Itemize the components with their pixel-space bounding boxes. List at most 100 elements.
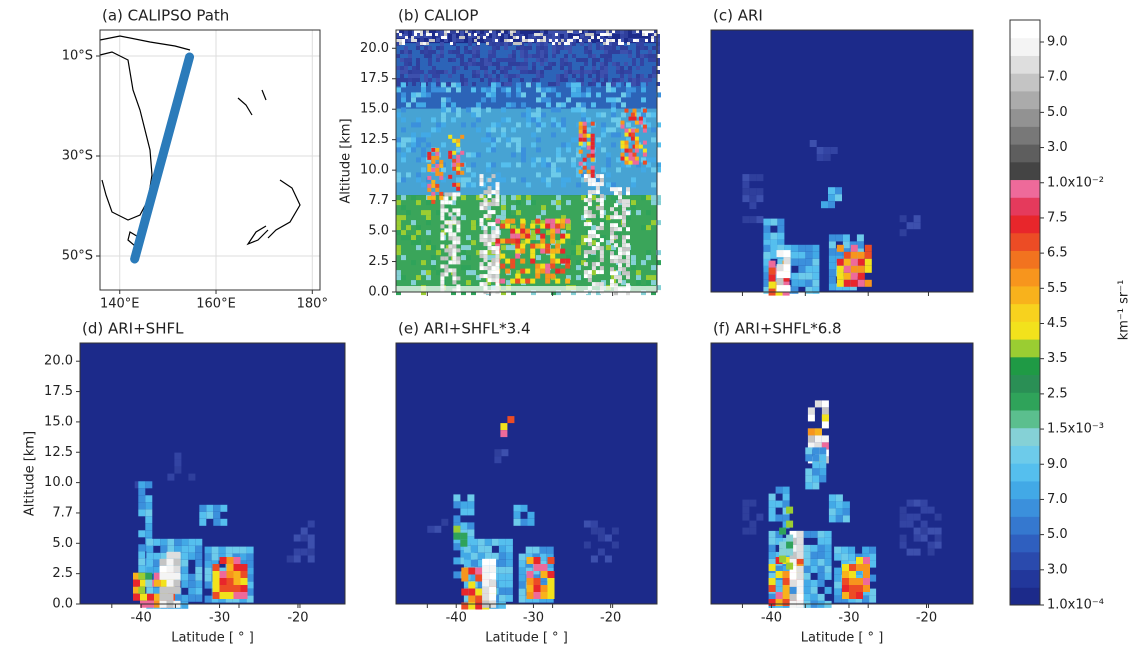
heat-cell [452,167,456,171]
heat-cell [818,580,825,587]
heat-cell [439,176,443,180]
heat-cell [521,177,526,182]
heat-cell [610,231,614,235]
heat-cell [769,545,776,552]
heat-cell [571,82,576,87]
heat-cell [540,234,545,239]
heat-cell [600,62,604,66]
heat-cell [401,82,406,87]
heat-cell [466,167,471,172]
heat-cell [530,224,535,229]
colorbar-segment [1010,481,1040,499]
heat-cell [421,92,426,97]
heat-cell [808,407,815,414]
heat-cell [484,254,488,258]
heat-cell [456,260,460,264]
heat-cell [584,270,588,274]
heat-cell [464,78,468,82]
heat-cell [441,112,446,117]
heat-cell [798,259,805,266]
heat-cell [572,70,576,74]
heat-cell [520,78,524,82]
heat-cell [829,508,836,515]
heat-cell [138,558,145,565]
heat-cell [600,226,604,230]
heat-cell [526,200,531,205]
heat-cell [521,102,526,107]
heat-cell [411,137,416,142]
heat-cell [769,282,776,289]
heat-cell [466,280,471,285]
heat-cell [769,564,776,571]
heat-cell [588,46,592,50]
heat-cell [770,245,777,252]
heat-cell [545,244,550,249]
heat-cell [174,552,181,559]
heat-cell [411,235,416,240]
heat-cell [535,274,540,279]
heat-cell [408,54,412,58]
heat-cell [420,42,423,45]
heat-cell [448,224,452,228]
heat-cell [583,134,587,138]
heat-cell [611,87,616,92]
heat-cell [420,50,424,54]
heat-cell [206,512,213,519]
heat-cell [631,182,636,187]
heat-cell [828,201,835,208]
heat-cell [636,66,640,70]
heat-cell [496,82,501,87]
heat-cell [496,270,500,274]
heat-cell [241,585,248,592]
heat-cell [480,206,484,210]
heat-cell [804,566,811,573]
heat-cell [776,487,783,494]
heat-cell [544,66,548,70]
heat-cell [441,82,446,87]
heat-cell [511,177,516,182]
heat-cell [435,188,439,192]
heat-cell [863,578,870,585]
heat-cell [213,512,220,519]
heat-cell [484,190,488,194]
heat-cell [540,58,544,62]
heat-cell [480,58,484,62]
heat-cell [486,167,491,172]
heat-cell [471,87,476,92]
heat-cell [496,177,501,182]
heat-cell [471,152,476,157]
heat-cell [396,112,401,117]
heat-cell [456,236,460,240]
heat-cell [453,501,460,508]
heat-cell [817,147,824,154]
heat-cell [174,580,181,587]
heat-cell [566,147,571,152]
heat-cell [460,135,464,139]
heat-cell [567,42,570,45]
heat-cell [604,66,608,70]
heat-cell [604,74,608,78]
heat-cell [526,122,531,127]
heat-cell [776,515,783,522]
heat-cell [550,234,555,239]
heat-cell [435,148,439,152]
heat-cell [452,50,456,54]
heat-cell [581,112,586,117]
heat-cell [167,546,174,553]
heat-cell [812,280,819,287]
heat-cell [596,282,600,286]
panel: (e) ARI+SHFL*3.4-40-30-20Latitude [ ° ] [396,320,657,646]
heat-cell [515,249,520,254]
heat-cell [571,92,576,97]
heat-cell [648,50,652,54]
heat-cell [606,182,611,187]
heat-cell [777,271,784,278]
heat-cell [138,488,145,495]
heat-cell [608,50,612,54]
heat-cell [520,269,525,274]
heat-cell [622,247,626,251]
heat-cell [819,447,826,454]
heat-cell [842,564,849,571]
heat-cell [220,505,227,512]
heat-cell [547,547,554,554]
